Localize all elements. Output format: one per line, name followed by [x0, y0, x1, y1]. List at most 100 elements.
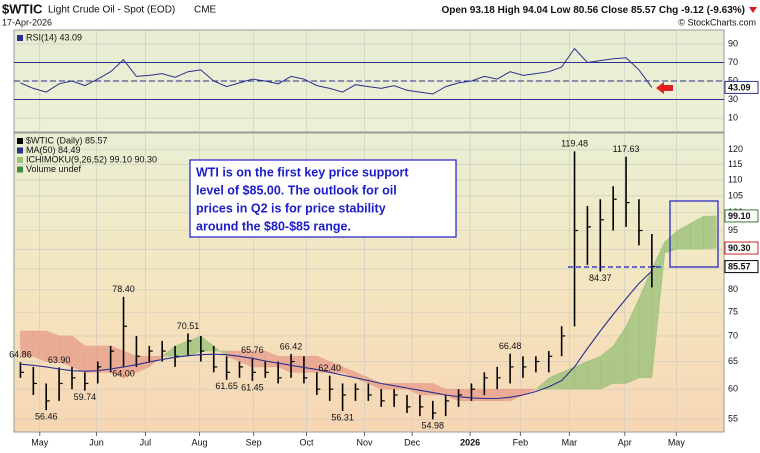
x-tick-label: Jun: [89, 437, 104, 447]
extreme-label: 62.40: [318, 363, 341, 373]
x-tick-label: Mar: [562, 437, 578, 447]
x-tick-label: Aug: [192, 437, 208, 447]
extreme-label: 56.31: [331, 412, 354, 422]
exchange: CME: [194, 5, 217, 16]
y-tick-label: 30: [728, 94, 738, 104]
quote-value: 93.18: [470, 5, 495, 16]
value-tag: [724, 241, 759, 255]
extreme-label: 70.51: [177, 321, 200, 331]
annotation-box: [189, 159, 457, 238]
projection-box: [669, 200, 719, 268]
y-tick-label: 115: [728, 159, 742, 169]
legend-label: MA(50) 84.49: [26, 145, 81, 155]
x-tick-label: Sep: [246, 437, 262, 447]
x-tick-label: Oct: [299, 437, 314, 447]
y-tick-label: 105: [728, 190, 743, 200]
extreme-label: 63.90: [48, 355, 71, 365]
y-tick-label: 75: [728, 306, 738, 316]
legend-label: $WTIC (Daily) 85.57: [26, 135, 108, 145]
extreme-label: 54.98: [422, 421, 445, 431]
x-tick-label: Jul: [140, 437, 152, 447]
value-tag-label: 85.57: [728, 261, 751, 271]
x-tick-label: May: [31, 437, 49, 447]
cloud-segment: [587, 355, 601, 390]
legend-swatch: [17, 157, 23, 163]
symbol: $WTIC: [2, 1, 43, 16]
x-tick-label: Nov: [356, 437, 373, 447]
cloud-segment: [84, 345, 99, 373]
value-tag-label: 90.30: [728, 243, 751, 253]
cloud-segment: [290, 356, 305, 373]
cloud-segment: [484, 388, 498, 402]
legend-swatch: [17, 35, 23, 41]
ma-line: [20, 270, 653, 400]
cloud-segment: [303, 356, 318, 373]
legend-label: RSI(14) 43.09: [26, 32, 82, 42]
y-tick-label: 70: [728, 57, 738, 67]
cloud-segment: [419, 383, 434, 396]
y-tick-label: 65: [728, 356, 738, 366]
x-tick-label: 2026: [460, 437, 480, 447]
value-tag: [724, 209, 759, 223]
quote: Open 93.18 High 94.04 Low 80.56 Close 85…: [441, 5, 745, 16]
quote-value: 80.56: [573, 5, 598, 16]
y-tick-label: 90: [728, 38, 738, 48]
cloud-segment: [33, 330, 47, 362]
legend-label: Volume undef: [26, 164, 82, 174]
annotation-line: WTI is on the first key price support: [196, 165, 409, 179]
legend-label: ICHIMOKU(9,26,52) 99.10 90.30: [26, 154, 157, 164]
extreme-label: 78.40: [112, 284, 135, 294]
annotation-line: level of $85.00. The outlook for oil: [196, 183, 397, 197]
extreme-label: 66.42: [280, 341, 303, 351]
plot: 10 30 50 70 90 RSI(14) 43.09 43.09 55 60 65 70 75 80…: [9, 30, 759, 447]
extreme-label: 117.63: [613, 144, 640, 154]
y-tick-label: 110: [728, 174, 742, 184]
value-tag: [724, 260, 759, 274]
extreme-label: 56.46: [35, 412, 58, 422]
extreme-label: 64.00: [112, 368, 135, 378]
quote-label: High: [498, 5, 520, 16]
quote-value: 85.57: [631, 5, 656, 16]
y-tick-label: 95: [728, 225, 738, 235]
legend-swatch: [17, 147, 23, 154]
y-tick-label: 50: [728, 75, 738, 85]
annotation-line: prices in Q2 is for price stability: [196, 201, 386, 215]
y-tick-label: 55: [728, 414, 738, 424]
extreme-label: 64.86: [9, 350, 32, 360]
credit: © StockCharts.com: [678, 17, 756, 27]
extreme-label: 61.45: [241, 382, 264, 392]
value-tag-label: 43.09: [728, 82, 751, 92]
quote-value: -9.12 (-9.63%): [681, 5, 745, 16]
legend-swatch: [17, 166, 23, 173]
extreme-label: 65.76: [241, 345, 264, 355]
extreme-label: 59.74: [74, 392, 97, 402]
legend-swatch: [17, 138, 23, 144]
quote-label: Chg: [659, 5, 678, 16]
y-tick-label: 10: [728, 112, 738, 122]
down-arrow: [749, 7, 757, 13]
cloud-segment: [471, 388, 485, 402]
value-tag: [724, 80, 759, 94]
x-tick-label: May: [668, 437, 686, 447]
y-tick-label: 70: [728, 330, 738, 340]
rsi-line: [20, 47, 653, 95]
overlays: WTI is on the first key price support le…: [2, 1, 757, 268]
cloud-segment: [97, 345, 111, 373]
y-tick-label: 60: [728, 384, 738, 394]
quote-label: Low: [550, 5, 570, 16]
extreme-label: 66.48: [499, 341, 522, 351]
value-tag-label: 99.10: [728, 211, 751, 221]
extreme-label: 119.48: [561, 139, 588, 149]
quote-label: Open: [441, 5, 467, 16]
cloud-segment: [522, 388, 536, 396]
date: 17-Apr-2026: [2, 17, 52, 27]
y-tick-label: 120: [728, 144, 743, 154]
quote-value: 94.04: [523, 5, 548, 16]
x-tick-label: Dec: [404, 437, 421, 447]
y-tick-label: 80: [728, 284, 738, 294]
rsi-arrow: [656, 82, 673, 94]
quote-label: Close: [601, 5, 629, 16]
extreme-label: 61.65: [215, 381, 238, 391]
